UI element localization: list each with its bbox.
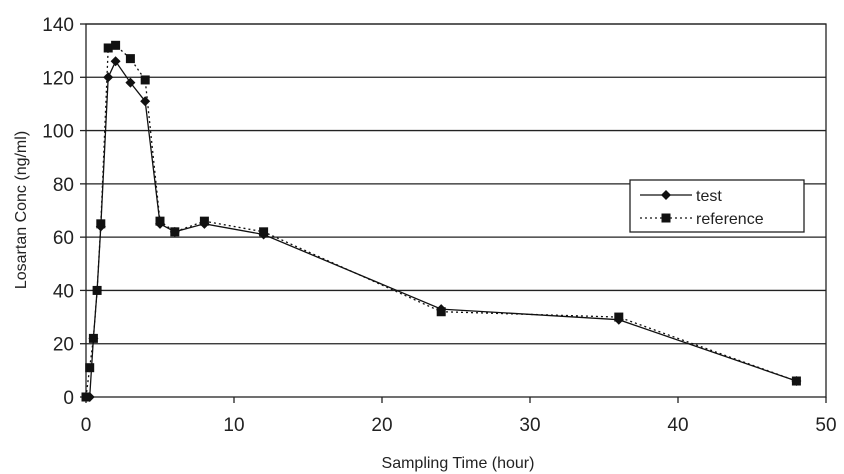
legend-marker-test — [661, 190, 671, 200]
y-tick-label: 140 — [42, 15, 74, 36]
series-line-reference — [85, 44, 797, 398]
data-point-reference — [125, 54, 135, 64]
legend-label-test: test — [696, 188, 722, 205]
data-point-reference — [96, 219, 106, 229]
y-tick-label: 80 — [53, 175, 74, 196]
data-point-test — [103, 72, 114, 83]
x-tick-label: 50 — [815, 415, 836, 436]
data-point-reference — [436, 307, 446, 317]
series-line-test — [86, 59, 797, 398]
legend: test reference — [629, 179, 805, 233]
axes: 0 20 40 60 80 100 120 140 0 10 20 30 40 50 — [42, 15, 836, 436]
y-tick-label: 20 — [53, 335, 74, 356]
data-point-reference — [614, 312, 624, 322]
x-axis-title: Sampling Time (hour) — [382, 455, 535, 472]
legend-box — [629, 179, 805, 233]
plot-area-border — [85, 23, 827, 398]
data-point-reference — [111, 40, 121, 50]
data-point-test — [110, 56, 121, 67]
y-tick-label: 40 — [53, 281, 74, 302]
data-point-reference — [259, 227, 269, 237]
data-point-reference — [199, 216, 209, 226]
x-tick-label: 0 — [81, 415, 92, 436]
y-axis-title: Losartan Conc (ng/ml) — [13, 131, 30, 289]
data-point-reference — [140, 75, 150, 85]
x-tick-label: 10 — [223, 415, 244, 436]
data-point-reference — [170, 227, 180, 237]
data-point-reference — [81, 392, 91, 402]
y-tick-label: 120 — [42, 68, 74, 89]
y-tick-label: 60 — [53, 228, 74, 249]
legend-marker-reference — [661, 213, 671, 223]
x-tick-label: 30 — [519, 415, 540, 436]
data-point-reference — [88, 333, 98, 343]
x-tick-label: 40 — [667, 415, 688, 436]
y-tick-label: 100 — [42, 122, 74, 143]
data-point-test — [125, 77, 136, 88]
plot-series — [81, 40, 802, 402]
data-point-reference — [103, 43, 113, 53]
data-point-reference — [791, 376, 801, 386]
x-tick-label: 20 — [371, 415, 392, 436]
legend-label-reference: reference — [696, 211, 764, 228]
data-point-test — [140, 96, 151, 107]
data-point-reference — [155, 216, 165, 226]
data-point-reference — [92, 285, 102, 295]
y-tick-label: 0 — [63, 388, 74, 409]
data-point-reference — [85, 363, 95, 373]
